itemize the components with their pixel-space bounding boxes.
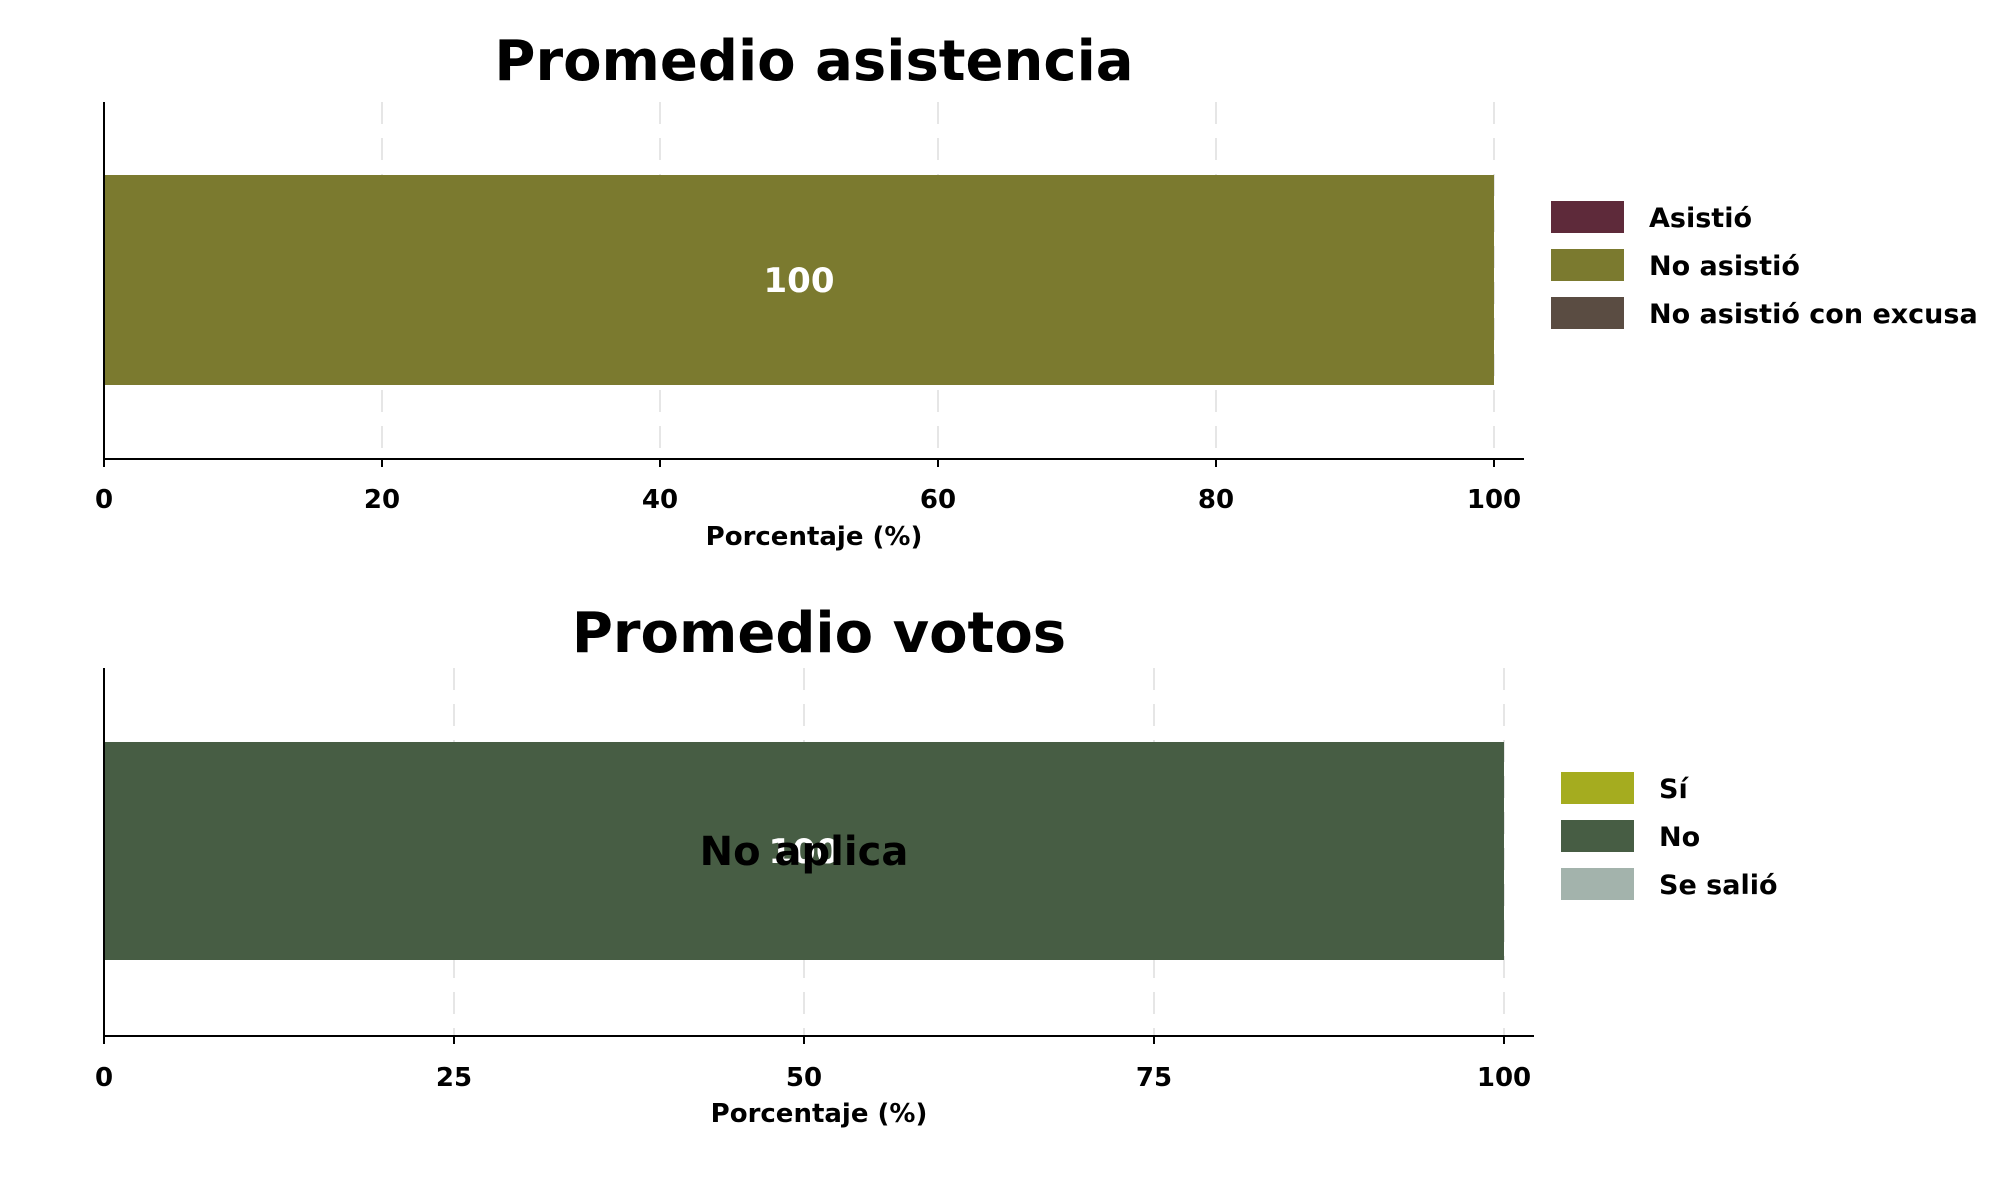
x-tick-label: 40 xyxy=(642,485,678,515)
bar-segment xyxy=(104,175,1494,385)
legend-swatch xyxy=(1551,297,1624,329)
legend-label: Sí xyxy=(1659,774,1689,805)
legend-swatch xyxy=(1561,772,1634,804)
data-labels-votos: 100 xyxy=(769,832,840,872)
legend-label: Se salió xyxy=(1659,870,1778,901)
legend-asistencia: Asistió No asistió No asistió con excusa xyxy=(1551,201,1978,330)
annotation-no-aplica: No aplica xyxy=(700,829,909,875)
legend-votos: Sí No Se salió xyxy=(1561,772,1778,901)
grid-asistencia xyxy=(381,102,1495,459)
x-tick-label: 0 xyxy=(95,485,113,515)
x-tick-label: 100 xyxy=(1467,485,1521,515)
legend-swatch xyxy=(1561,820,1634,852)
x-axis-label-asistencia: Porcentaje (%) xyxy=(706,522,923,552)
x-tick-label: 75 xyxy=(1136,1063,1172,1093)
chart-asistencia: 100 0 20 40 60 80 100 Promedio asistencia Por… xyxy=(95,29,1978,552)
legend-label: No asistió con excusa xyxy=(1649,299,1978,330)
legend-label: No asistió xyxy=(1649,251,1800,282)
chart-title-asistencia: Promedio asistencia xyxy=(494,29,1133,94)
x-ticks-votos: 0 25 50 75 100 xyxy=(95,1036,1531,1093)
bar-segment xyxy=(104,742,1504,960)
x-tick-label: 50 xyxy=(786,1063,822,1093)
x-tick-label: 25 xyxy=(436,1063,472,1093)
legend-label: No xyxy=(1659,822,1700,853)
bars-votos xyxy=(104,742,1504,960)
x-ticks-asistencia: 0 20 40 60 80 100 xyxy=(95,459,1521,515)
legend-swatch xyxy=(1561,868,1634,900)
chart-votos: 100 0 25 50 75 100 Promedio votos Porcentaje… xyxy=(95,601,1778,1129)
bar-data-label: 100 xyxy=(769,832,840,872)
x-tick-label: 80 xyxy=(1198,485,1234,515)
x-tick-label: 60 xyxy=(920,485,956,515)
x-tick-label: 20 xyxy=(364,485,400,515)
legend-label: Asistió xyxy=(1649,203,1752,234)
data-labels-asistencia: 100 xyxy=(764,261,835,301)
x-axis-label-votos: Porcentaje (%) xyxy=(711,1099,928,1129)
legend-swatch xyxy=(1551,201,1624,233)
bars-asistencia xyxy=(104,175,1494,385)
legend-swatch xyxy=(1551,249,1624,281)
bar-data-label: 100 xyxy=(764,261,835,301)
x-tick-label: 100 xyxy=(1477,1063,1531,1093)
chart-title-votos: Promedio votos xyxy=(572,601,1066,666)
x-tick-label: 0 xyxy=(95,1063,113,1093)
